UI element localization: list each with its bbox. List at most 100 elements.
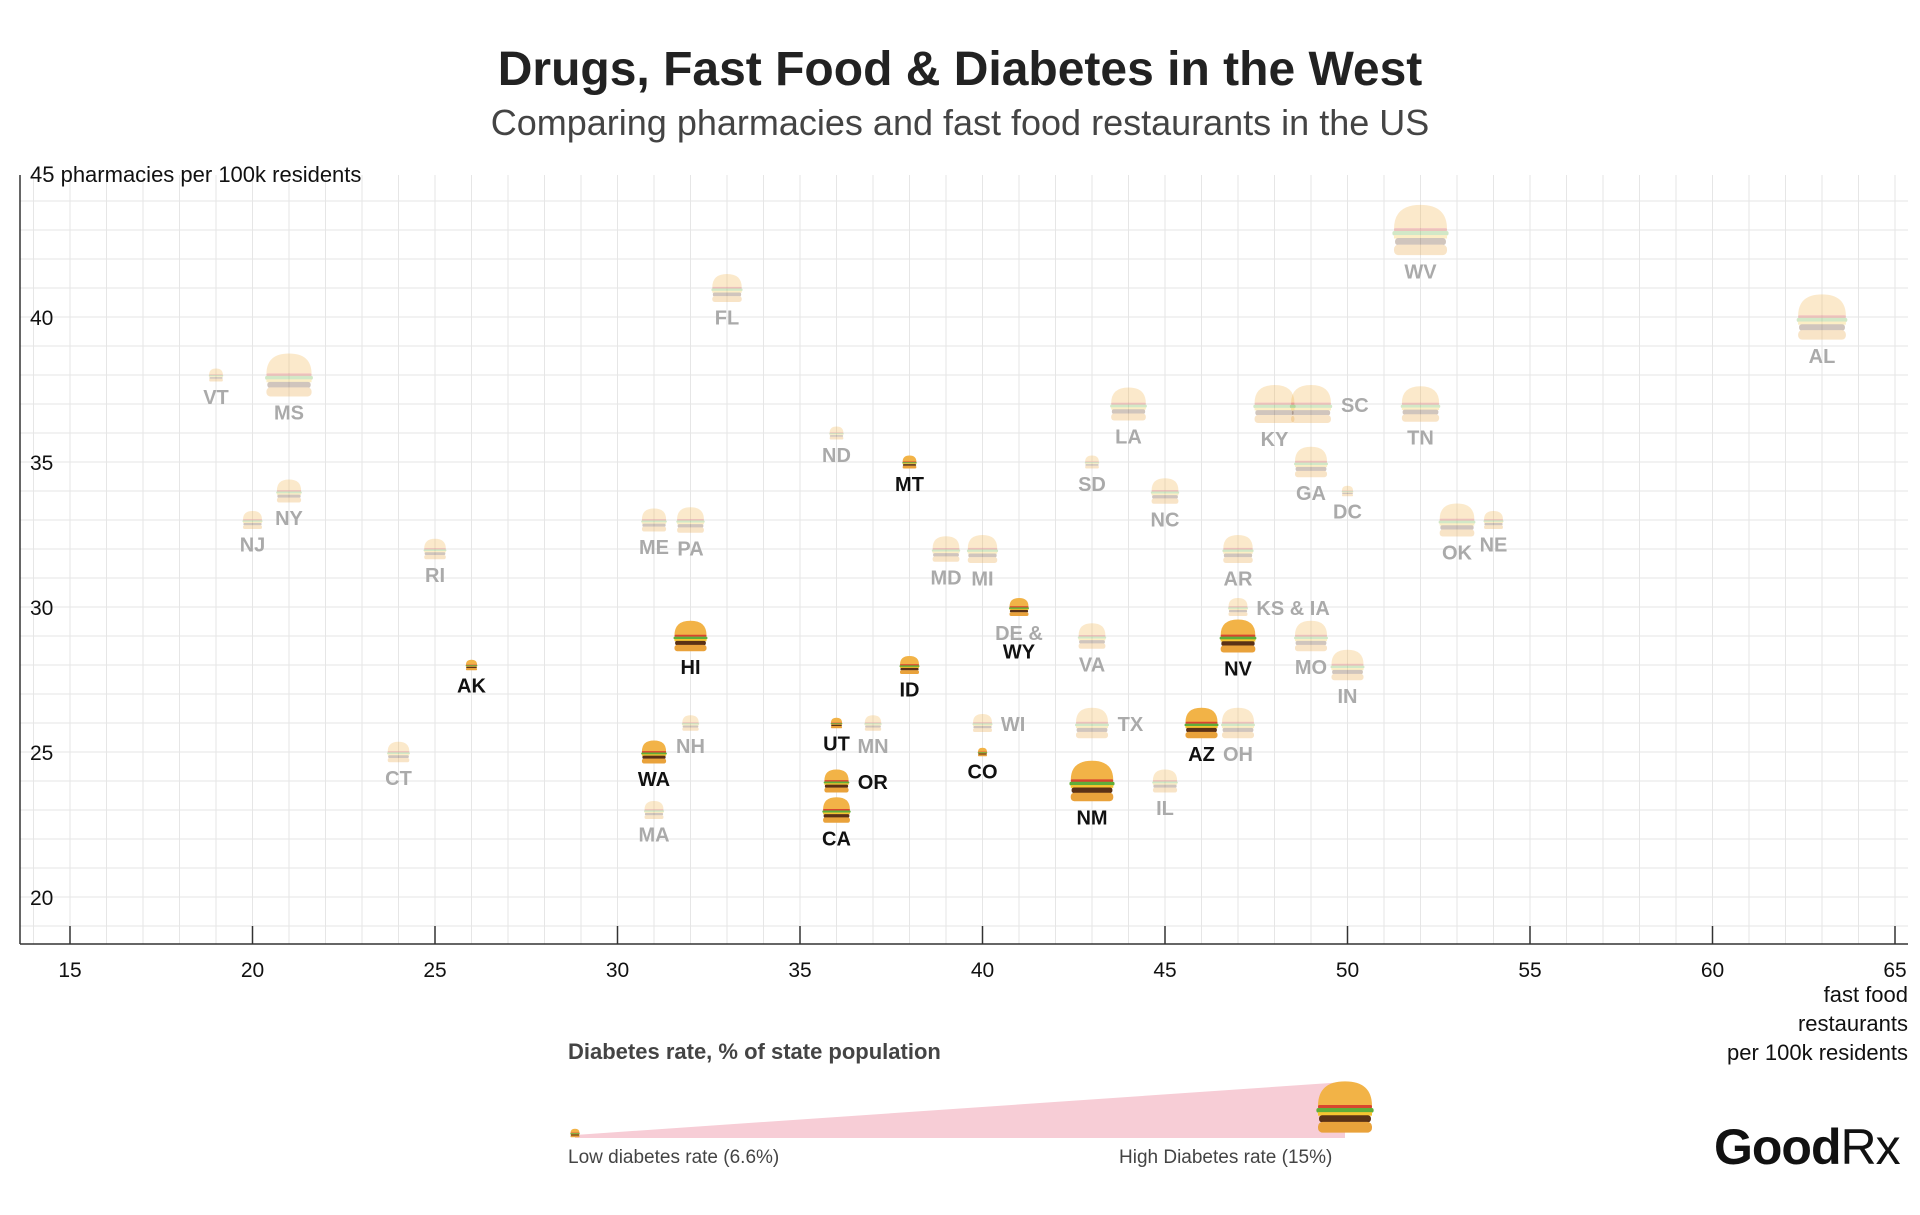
y-tick-label: 25 [30, 742, 53, 765]
data-point: PA [676, 507, 705, 560]
burger-icon [1152, 769, 1178, 793]
point-label: IL [1156, 798, 1174, 820]
burger-icon [1222, 535, 1254, 563]
y-tick-label: 40 [30, 307, 53, 330]
point-label: NH [676, 736, 705, 758]
burger-icon [864, 715, 882, 731]
point-label: WY [1003, 641, 1036, 663]
legend-high-label: High Diabetes rate (15%) [1119, 1147, 1333, 1168]
data-points: WV FL AL VT MS LA KY SC TN ND MT SD GA NY NC DC NJ ME PA OK… [203, 204, 1848, 850]
data-point: NY [275, 479, 304, 530]
point-label: RI [425, 565, 445, 587]
goodrx-logo: GoodRx [1714, 1118, 1901, 1176]
point-label: OR [858, 772, 889, 794]
point-label: TX [1118, 714, 1144, 736]
point-label: PA [677, 538, 703, 560]
burger-icon [676, 507, 705, 533]
point-label: MI [971, 569, 993, 591]
axes: 15 20 25 30 35 40 45 50 55 60 65 20 25 30 35 40 [19, 175, 1908, 982]
point-label: CA [822, 828, 851, 850]
burger-icon [1221, 707, 1255, 739]
data-point: OK [1438, 503, 1476, 564]
burger-icon [673, 620, 708, 652]
x-tick-label: 50 [1336, 959, 1359, 982]
x-tick-label: 35 [788, 959, 811, 982]
data-point: NC [1150, 478, 1180, 531]
point-label: TN [1407, 428, 1434, 450]
point-label: NC [1151, 509, 1180, 531]
data-point: WV [1392, 204, 1449, 284]
data-point: KS & IA [1227, 597, 1330, 620]
burger-icon [931, 536, 961, 562]
data-point: NJ [240, 510, 265, 556]
data-point: NE [1480, 510, 1507, 556]
legend-title: Diabetes rate, % of state population [568, 1039, 941, 1064]
data-point: LA [1110, 387, 1147, 448]
burger-icon [1008, 597, 1030, 617]
burger-icon [966, 535, 999, 563]
logo-text-rx: Rx [1840, 1119, 1901, 1175]
x-tick-label: 65 [1883, 959, 1906, 982]
burger-icon [681, 715, 700, 731]
x-tick-label: 40 [971, 959, 994, 982]
data-point: TN [1400, 386, 1441, 450]
data-point: DE & [995, 623, 1043, 645]
data-point: VA [1077, 623, 1107, 676]
burger-icon [1150, 478, 1180, 504]
burger-icon [208, 368, 224, 382]
grid [20, 175, 1908, 944]
data-point: MD [930, 536, 962, 589]
burger-icon [1110, 387, 1147, 421]
data-point: SD [1078, 455, 1106, 496]
data-point: IL [1152, 769, 1178, 820]
data-point: ID [899, 655, 920, 701]
data-point: AK [457, 659, 486, 698]
data-point: NM [1069, 760, 1115, 829]
y-tick-label: 30 [30, 597, 53, 620]
burger-icon [1294, 446, 1328, 478]
data-point: AR [1222, 535, 1254, 591]
burger-icon [1069, 760, 1115, 802]
x-tick-label: 15 [58, 959, 81, 982]
data-point: AZ [1184, 707, 1219, 766]
legend-large-burger-icon [1316, 1081, 1374, 1133]
data-point: CA [822, 797, 851, 850]
point-label: GA [1296, 483, 1326, 505]
burger-icon [1084, 455, 1100, 469]
burger-icon [977, 747, 988, 757]
point-label: ID [900, 679, 920, 701]
data-point: FL [711, 274, 743, 330]
x-tick-label: 25 [423, 959, 446, 982]
data-point: UT [823, 717, 850, 756]
burger-icon [1184, 707, 1219, 739]
burger-icon [830, 717, 843, 729]
point-label: MD [930, 567, 961, 589]
data-point: RI [423, 538, 447, 587]
burger-icon [829, 426, 844, 440]
burger-icon [276, 479, 302, 503]
burger-icon [1796, 294, 1848, 340]
point-label: AL [1809, 346, 1836, 368]
burger-icon [641, 740, 667, 764]
point-label: LA [1115, 426, 1142, 448]
chart-subtitle: Comparing pharmacies and fast food resta… [490, 102, 1430, 143]
data-point: WY [1003, 597, 1036, 663]
burger-icon [1075, 707, 1109, 739]
burger-icon [899, 655, 920, 675]
data-point: MI [966, 535, 999, 591]
burger-icon [1219, 619, 1257, 653]
x-tick-label: 45 [1153, 959, 1176, 982]
data-point: MO [1294, 620, 1328, 679]
burger-icon [465, 659, 478, 671]
point-label: KS & IA [1256, 598, 1329, 620]
point-label: AR [1224, 569, 1253, 591]
burger-icon [902, 455, 917, 469]
chart-title: Drugs, Fast Food & Diabetes in the West [497, 43, 1423, 96]
point-label: OH [1223, 744, 1253, 766]
data-point: NH [676, 715, 705, 758]
point-label: DC [1333, 502, 1362, 524]
data-point: WA [638, 740, 670, 791]
legend-wedge [575, 1082, 1345, 1138]
burger-icon [1289, 385, 1333, 423]
data-point: ME [639, 508, 669, 559]
